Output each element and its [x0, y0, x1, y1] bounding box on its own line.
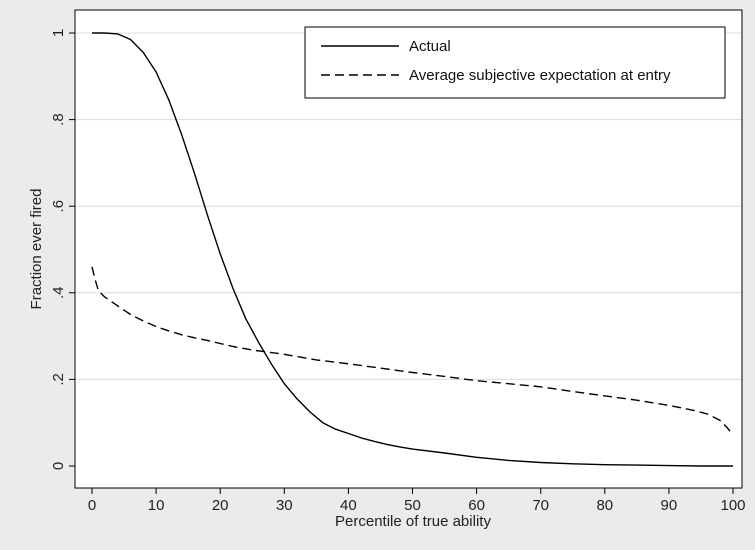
- y-axis: 0 .2 .4 .6 .8 1: [50, 29, 75, 470]
- x-tick-label-0: 0: [88, 497, 96, 514]
- legend-label-actual: Actual: [409, 38, 451, 55]
- x-tick-label-8: 80: [596, 497, 613, 514]
- y-tick-label-1: .2: [50, 373, 67, 386]
- legend-box: [304, 26, 726, 99]
- y-axis-title: Fraction ever fired: [28, 189, 45, 310]
- x-tick-label-6: 60: [468, 497, 485, 514]
- x-axis-title: Percentile of true ability: [335, 513, 491, 530]
- x-tick-label-9: 90: [661, 497, 678, 514]
- x-tick-label-1: 10: [148, 497, 165, 514]
- series-layer: [91, 32, 734, 467]
- x-tick-label-3: 30: [276, 497, 293, 514]
- y-tick-label-3: .6: [50, 200, 67, 213]
- y-tick-label-2: .4: [50, 287, 67, 300]
- x-tick-label-7: 70: [532, 497, 549, 514]
- x-tick-label-10: 100: [720, 497, 745, 514]
- y-tick-label-5: 1: [50, 29, 67, 37]
- x-tick-label-2: 20: [212, 497, 229, 514]
- x-axis: 0 10 20 30 40 50 60 70 80 90 100: [88, 488, 746, 514]
- legend-label-expectation: Average subjective expectation at entry: [409, 67, 671, 84]
- series-line-actual: [92, 32, 733, 467]
- x-tick-label-5: 50: [404, 497, 421, 514]
- y-tick-label-4: .8: [50, 113, 67, 126]
- plot-frame: [74, 9, 743, 489]
- legend: Actual Average subjective expectation at…: [304, 26, 726, 99]
- y-tick-label-0: 0: [50, 462, 67, 470]
- x-tick-label-4: 40: [340, 497, 357, 514]
- series-line-expectation: [91, 266, 734, 436]
- gridlines: [75, 32, 742, 380]
